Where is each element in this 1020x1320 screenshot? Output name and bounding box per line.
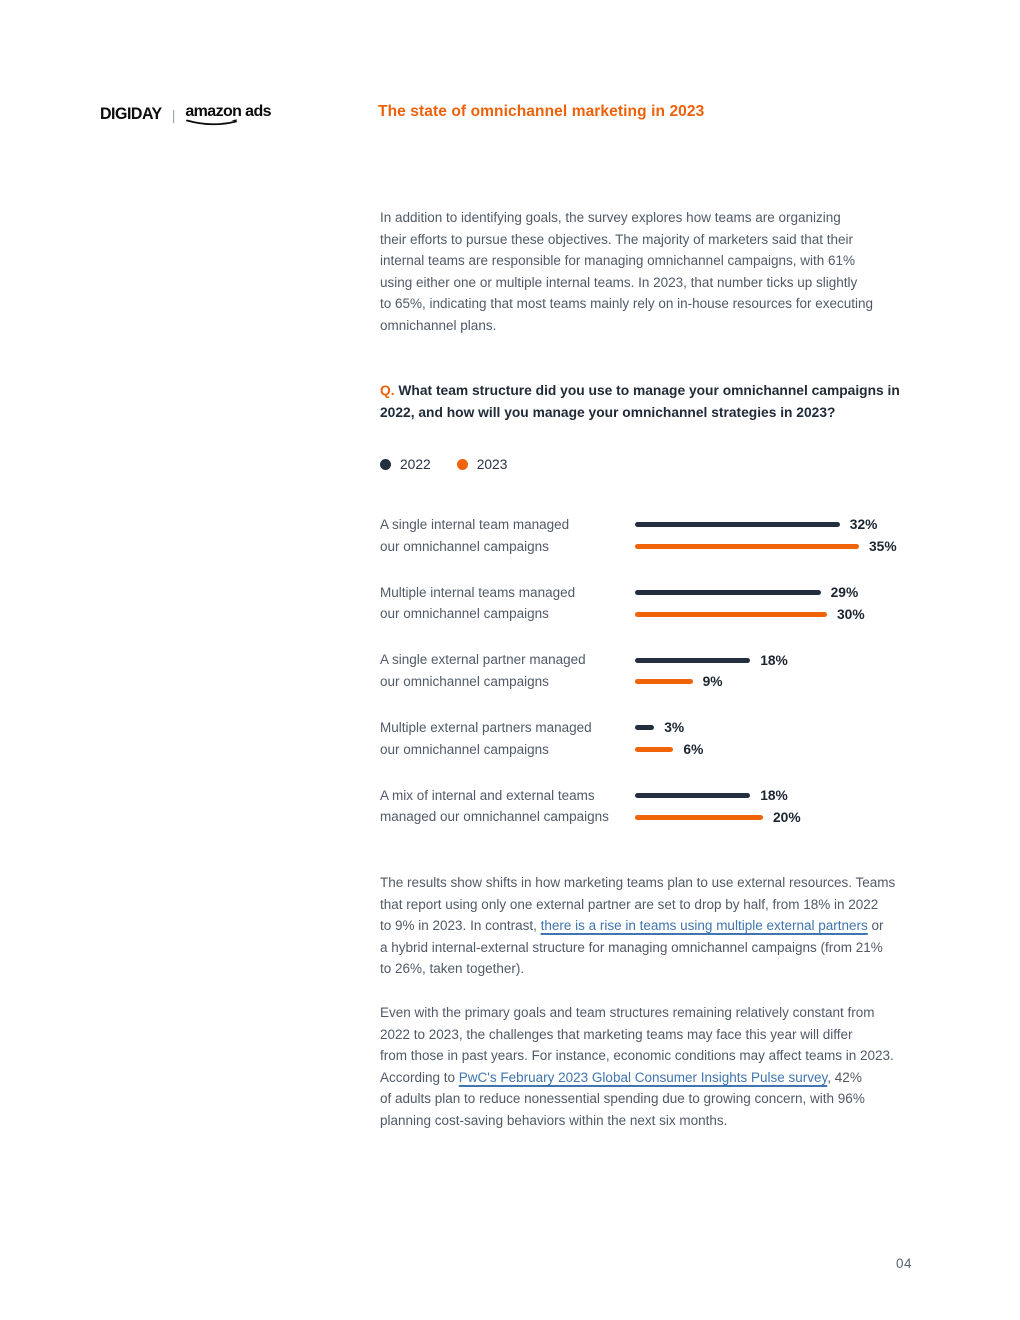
paragraph-text: , 42% of adults plan to reduce nonessent… (380, 1069, 865, 1128)
bar-row-2023: 20% (635, 806, 980, 828)
bar-pair: 3% 6% (635, 717, 980, 760)
bar-row-2022: 32% (635, 514, 980, 536)
bar-value-label: 18% (760, 788, 788, 804)
bar-2023 (635, 611, 827, 617)
survey-question: Q. What team structure did you use to ma… (380, 380, 940, 423)
legend-label-2023: 2023 (476, 457, 508, 472)
team-structure-chart: A single internal team managed our omnic… (380, 514, 980, 852)
bar-row-2022: 3% (635, 717, 980, 739)
bar-group: Multiple internal teams managed our omni… (380, 582, 980, 625)
bar-category-label: A single external partner managed our om… (380, 652, 586, 689)
amazon-ads-wordmark: amazon ads (185, 103, 271, 120)
header-logos: DIGIDAY | amazon ads (100, 102, 272, 128)
bar-pair: 32% 35% (635, 514, 980, 557)
intro-paragraph: In addition to identifying goals, the su… (380, 210, 873, 333)
bar-row-2022: 18% (635, 785, 980, 807)
bar-value-label: 9% (702, 674, 723, 690)
bar-category-label: Multiple internal teams managed our omni… (380, 584, 576, 622)
bar-value-label: 20% (773, 809, 801, 825)
bar-value-label: 29% (830, 584, 859, 600)
amazon-smile-icon (186, 119, 238, 126)
bar-row-2023: 6% (635, 739, 980, 761)
bar-group: Multiple external partners managed our o… (380, 717, 980, 760)
results-paragraph: The results show shifts in how marketing… (380, 872, 940, 980)
bar-value-label: 18% (760, 652, 788, 668)
bar-group: A mix of internal and external teams man… (380, 785, 980, 828)
bar-row-2022: 29% (635, 582, 980, 604)
bar-pair: 18% 20% (635, 785, 980, 828)
bar-group: A single external partner managed our om… (380, 649, 980, 692)
legend-dot-2022-icon (380, 459, 391, 470)
bar-value-label: 30% (837, 606, 865, 622)
question-prefix: Q. (380, 383, 395, 398)
bar-category-label: Multiple external partners managed our o… (380, 720, 592, 757)
paragraph-text: Even with the primary goals and team str… (380, 1005, 894, 1085)
bar-pair: 18% 9% (635, 649, 980, 692)
logo-separator: | (171, 107, 176, 123)
bar-2022 (635, 657, 751, 663)
legend-dot-2023-icon (456, 459, 468, 470)
amazon-ads-logo: amazon ads (185, 103, 272, 127)
question-text: What team structure did you use to manag… (380, 383, 900, 420)
page-title: The state of omnichannel marketing in 20… (378, 103, 705, 120)
bar-value-label: 3% (664, 720, 685, 736)
bar-2023 (635, 746, 674, 752)
bar-row-2023: 35% (635, 536, 980, 558)
bar-2022 (635, 589, 821, 595)
bar-row-2023: 30% (635, 603, 980, 625)
outlook-paragraph: Even with the primary goals and team str… (380, 1002, 940, 1132)
chart-legend: 2022 2023 (380, 457, 507, 472)
bar-category-label: A mix of internal and external teams man… (380, 787, 609, 825)
bar-group: A single internal team managed our omnic… (380, 514, 980, 557)
inline-link[interactable]: there is a rise in teams using multiple … (540, 918, 868, 934)
paragraph-text: or a hybrid internal-external structure … (380, 918, 884, 977)
bar-2023 (635, 543, 859, 549)
bar-row-2022: 18% (635, 649, 980, 671)
legend-item-2023: 2023 (456, 457, 508, 472)
legend-item-2022: 2022 (380, 457, 431, 472)
bar-2023 (635, 814, 763, 820)
page-number: 04 (896, 1256, 913, 1271)
bar-value-label: 6% (683, 741, 704, 757)
inline-link[interactable]: PwC's February 2023 Global Consumer Insi… (458, 1069, 828, 1085)
legend-label-2022: 2022 (400, 457, 431, 472)
digiday-logo: DIGIDAY (100, 105, 162, 124)
bar-2023 (635, 679, 693, 685)
paragraph-text: The results show shifts in how marketing… (380, 875, 896, 934)
bar-2022 (635, 725, 655, 731)
bar-category-label: A single internal team managed our omnic… (380, 517, 570, 554)
bar-2022 (635, 793, 751, 799)
bar-row-2023: 9% (635, 671, 980, 693)
bar-pair: 29% 30% (635, 582, 980, 625)
bar-value-label: 32% (849, 517, 878, 533)
bar-value-label: 35% (869, 538, 897, 554)
bar-2022 (635, 522, 840, 528)
